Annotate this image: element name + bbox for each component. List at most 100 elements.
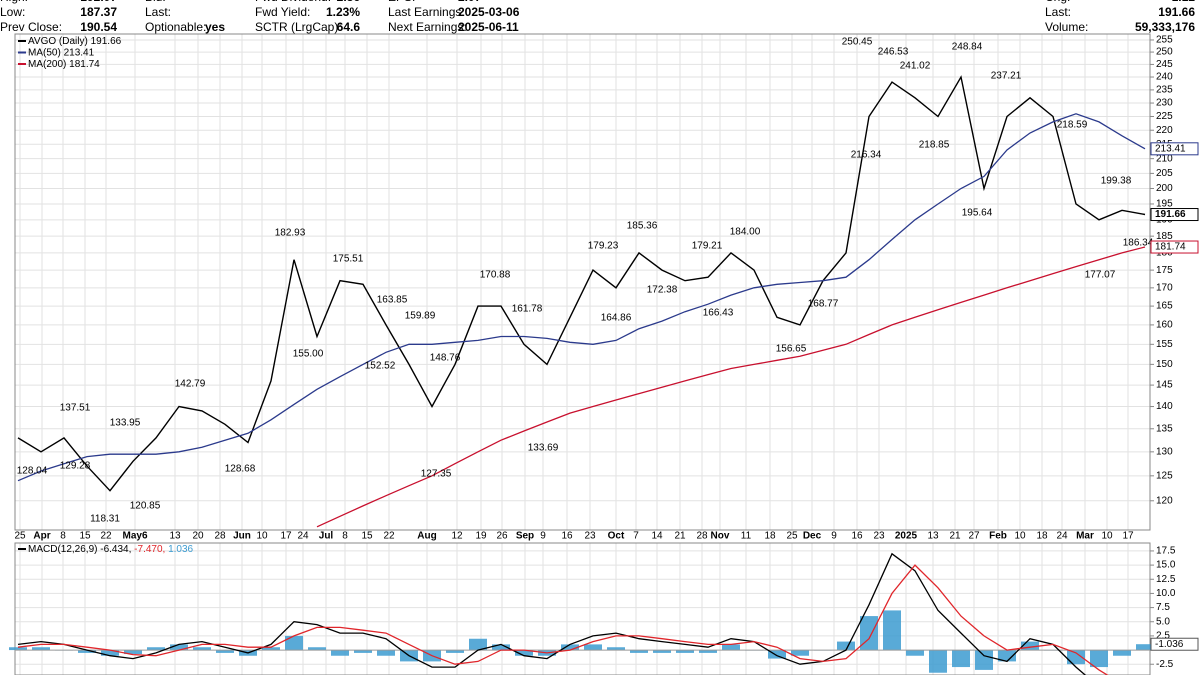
histogram-bar [170, 644, 188, 651]
header-label: Volume: [1045, 20, 1088, 34]
legend-value: 213.41 [64, 47, 95, 58]
histogram-bar [469, 638, 487, 651]
price-annotation: 161.78 [512, 304, 543, 315]
y-tick-label: 17.5 [1156, 546, 1176, 557]
chart-panel: -2.5 2.5 5.0 7.5 10.0 12.5 15.0 17.5 MACD(12,26,… [9, 542, 1199, 675]
price-annotation: 170.88 [480, 270, 511, 281]
y-tick-label: 165 [1156, 301, 1173, 312]
header-value: 191.66 [1158, 5, 1195, 19]
y-tick-label: 135 [1156, 423, 1173, 434]
header-value: 59,333,176 [1135, 20, 1195, 34]
histogram-bar [722, 644, 740, 651]
last-value-label: 181.74 [1155, 242, 1186, 253]
series-line [17, 564, 1109, 675]
histogram-bar [515, 650, 533, 656]
x-tick-label: 10 [256, 531, 268, 542]
header-value: yes [205, 20, 225, 34]
x-tick-label: 22 [100, 531, 112, 542]
y-tick-label: 5.0 [1156, 616, 1170, 627]
x-tick-label: Apr [33, 531, 50, 542]
y-tick-label: 160 [1156, 320, 1173, 331]
y-tick-label: 240 [1156, 72, 1173, 83]
header-value: 2025-03-06 [458, 5, 520, 19]
price-annotation: 128.68 [225, 464, 256, 475]
y-tick-label: 15.0 [1156, 560, 1176, 571]
y-tick-label: 7.5 [1156, 602, 1170, 613]
y-tick-label: -2.5 [1156, 659, 1174, 670]
header-value: 1.23% [326, 5, 360, 19]
legend-value: 181.74 [69, 59, 100, 70]
price-annotation: 142.79 [175, 379, 206, 390]
price-annotation: 133.69 [528, 443, 559, 454]
x-tick-label: 18 [1036, 531, 1048, 542]
x-tick-label: 23 [873, 531, 885, 542]
legend-value: -6.434, [100, 544, 131, 555]
header-label: Last Earnings: [388, 5, 465, 19]
last-value-box [1150, 142, 1199, 156]
y-tick-label: 10.0 [1156, 588, 1176, 599]
price-annotation: 216.34 [851, 150, 882, 161]
histogram-bar [216, 650, 234, 653]
price-annotation: 120.85 [130, 501, 161, 512]
x-tick-label: 17 [280, 531, 292, 542]
x-tick-label: 22 [383, 531, 395, 542]
header-value: 2025-06-11 [458, 20, 519, 34]
y-tick-label: 120 [1156, 495, 1173, 506]
histogram-bar [32, 647, 50, 651]
histogram-bar [630, 650, 648, 653]
y-tick-label: 155 [1156, 339, 1173, 350]
header-label: Optionable: [145, 20, 206, 34]
legend-entry: AVGO (Daily) 191.66 [28, 36, 122, 47]
header-label: Low: [0, 5, 25, 19]
last-value-box [1150, 208, 1199, 222]
legend-name: AVGO (Daily) [28, 36, 88, 47]
header-value: 190.54 [80, 20, 117, 34]
histogram-bar [768, 650, 786, 659]
price-annotation: 246.53 [878, 47, 909, 58]
price-annotation: 168.77 [808, 299, 839, 310]
price-annotation: 159.89 [405, 311, 436, 322]
header-label: Bid: [145, 0, 166, 4]
panel-frame [14, 542, 1151, 675]
histogram-bar [9, 647, 27, 651]
y-tick-label: 185 [1156, 231, 1173, 242]
chart-panel: 1201251301351401451501551601651701751801… [14, 33, 1199, 542]
histogram-bar [1113, 650, 1131, 656]
legend-value: 1.036 [168, 544, 193, 555]
price-annotation: 182.93 [275, 228, 306, 239]
histogram-bar [906, 650, 924, 656]
price-annotation: 195.64 [962, 208, 993, 219]
header-value: 187.37 [80, 5, 117, 19]
series-line [17, 113, 1146, 482]
x-tick-label: 11 [741, 531, 752, 542]
last-value-label: 191.66 [1155, 209, 1186, 220]
histogram-bar [975, 650, 993, 670]
price-annotation: 199.38 [1101, 176, 1132, 187]
price-annotation: 218.85 [919, 140, 950, 151]
price-annotation: 137.51 [60, 403, 91, 414]
price-annotation: 175.51 [333, 254, 364, 265]
header-label: SCTR (LrgCap): [255, 20, 342, 34]
last-value-label: -1.036 [1155, 639, 1184, 650]
y-tick-label: 210 [1156, 153, 1173, 164]
histogram-bar [653, 650, 671, 653]
histogram-bar [262, 647, 280, 651]
histogram-bar [446, 650, 464, 653]
last-value-box [1150, 240, 1199, 254]
x-tick-label: 9 [831, 531, 837, 542]
histogram-bar [929, 650, 947, 673]
x-tick-label: Sep [516, 531, 534, 542]
price-annotation: 185.36 [627, 221, 658, 232]
x-tick-label: 28 [214, 531, 226, 542]
x-tick-label: 7 [633, 531, 639, 542]
y-tick-label: 205 [1156, 168, 1173, 179]
y-tick-label: 245 [1156, 59, 1173, 70]
y-tick-label: 150 [1156, 359, 1173, 370]
histogram-bar [354, 650, 372, 653]
header-label: EPS: [388, 0, 415, 4]
header-label: Next Earnings: [388, 20, 467, 34]
price-annotation: 241.02 [900, 61, 931, 72]
y-tick-label: 140 [1156, 401, 1173, 412]
x-tick-label: 18 [764, 531, 776, 542]
x-tick-label: 13 [169, 531, 181, 542]
